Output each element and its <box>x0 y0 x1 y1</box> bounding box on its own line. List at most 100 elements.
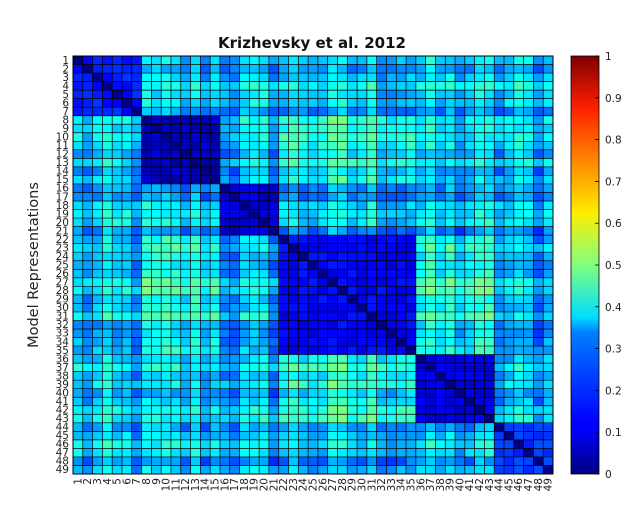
column-label: 36 <box>415 478 427 492</box>
heatmap-cell <box>357 218 368 227</box>
heatmap-cell <box>249 226 260 236</box>
heatmap-cell <box>533 64 544 74</box>
row-label: 26 <box>56 268 70 280</box>
heatmap-cell <box>396 107 407 117</box>
heatmap-cell <box>112 397 123 407</box>
heatmap-cell <box>533 456 544 466</box>
heatmap-cell <box>259 294 270 304</box>
heatmap-cell <box>170 107 182 117</box>
heatmap-cell <box>474 64 485 74</box>
heatmap-cell <box>494 218 505 227</box>
heatmap-cell <box>533 303 544 313</box>
heatmap-cell <box>474 90 485 99</box>
heatmap-cell <box>543 183 554 193</box>
heatmap-cell <box>239 388 250 398</box>
heatmap-cell <box>406 107 417 117</box>
heatmap-cell <box>543 218 554 227</box>
heatmap-cell <box>151 320 162 330</box>
heatmap-cell <box>425 363 436 372</box>
heatmap-cell <box>435 192 446 202</box>
heatmap-cell <box>513 328 524 338</box>
heatmap-cell <box>210 414 221 424</box>
heatmap-cell <box>337 303 348 313</box>
heatmap-cell <box>425 64 436 74</box>
heatmap-cell <box>249 320 260 330</box>
heatmap-cell <box>386 124 397 134</box>
heatmap-cell <box>455 456 466 466</box>
heatmap-cell <box>406 243 417 253</box>
heatmap-cell <box>92 320 103 330</box>
heatmap-cell <box>504 141 515 151</box>
heatmap-cell <box>288 158 299 168</box>
heatmap-cell <box>259 107 270 117</box>
column-label: 42 <box>474 478 486 491</box>
heatmap-frame <box>72 55 554 475</box>
heatmap-cell <box>82 201 93 210</box>
heatmap-cell <box>259 311 270 321</box>
heatmap-cell <box>102 235 113 244</box>
colorbar-tick-label: 0.2 <box>605 385 622 397</box>
heatmap-cell <box>464 431 475 441</box>
heatmap-cell <box>543 158 554 168</box>
heatmap-cell <box>190 73 201 82</box>
heatmap-cell <box>396 380 407 389</box>
heatmap-cell <box>141 98 152 108</box>
heatmap-cell <box>82 405 93 415</box>
heatmap-cell <box>445 64 456 74</box>
heatmap-cell <box>82 286 93 296</box>
heatmap-cell <box>504 90 515 99</box>
heatmap-cell <box>455 64 466 74</box>
heatmap-cell <box>259 380 270 389</box>
heatmap-cell <box>278 124 289 134</box>
heatmap-cell <box>366 218 377 227</box>
heatmap-cell <box>92 192 103 202</box>
heatmap-cell <box>298 346 309 355</box>
heatmap-cell <box>513 337 524 347</box>
heatmap-cell <box>523 311 534 321</box>
heatmap-cell <box>259 465 270 475</box>
heatmap-cell <box>543 260 554 270</box>
row-label: 1 <box>62 55 69 67</box>
heatmap-cell <box>131 124 142 134</box>
heatmap-cell <box>425 414 436 424</box>
heatmap-cell <box>180 448 191 458</box>
heatmap-cell <box>102 124 113 134</box>
heatmap-cell <box>102 183 113 193</box>
heatmap-cell <box>259 414 270 424</box>
heatmap-cell <box>513 175 524 185</box>
heatmap-cell <box>347 235 358 244</box>
heatmap-cell <box>259 405 270 415</box>
heatmap-cell <box>229 388 240 398</box>
heatmap-cell <box>210 252 221 262</box>
heatmap-cell <box>92 363 103 372</box>
heatmap-cell <box>533 235 544 244</box>
heatmap-cell <box>415 226 426 236</box>
heatmap-cell <box>445 294 456 304</box>
heatmap-cell <box>190 388 201 398</box>
row-label: 22 <box>56 234 69 246</box>
heatmap-cell <box>268 448 280 458</box>
heatmap-cell <box>190 90 201 99</box>
heatmap-cell <box>82 132 93 142</box>
heatmap-cell <box>425 371 436 381</box>
heatmap-cell <box>484 56 495 65</box>
heatmap-cell <box>396 183 407 193</box>
heatmap-cell <box>239 354 250 364</box>
heatmap-cell <box>513 209 524 219</box>
heatmap-cell <box>327 166 338 176</box>
heatmap-cell <box>337 311 348 321</box>
heatmap-cell <box>229 269 240 279</box>
heatmap-cell <box>347 201 358 210</box>
heatmap-cell <box>121 328 133 338</box>
heatmap-cell <box>415 56 426 65</box>
heatmap-cell <box>151 260 162 270</box>
heatmap-cell <box>464 90 475 99</box>
heatmap-cell <box>523 448 534 458</box>
heatmap-cell <box>210 269 221 279</box>
heatmap-cell <box>504 337 515 347</box>
heatmap-cell <box>317 286 328 296</box>
heatmap-cell <box>513 397 524 407</box>
heatmap-cell <box>415 158 426 168</box>
heatmap-cell <box>337 252 348 262</box>
heatmap-cell <box>170 346 182 355</box>
